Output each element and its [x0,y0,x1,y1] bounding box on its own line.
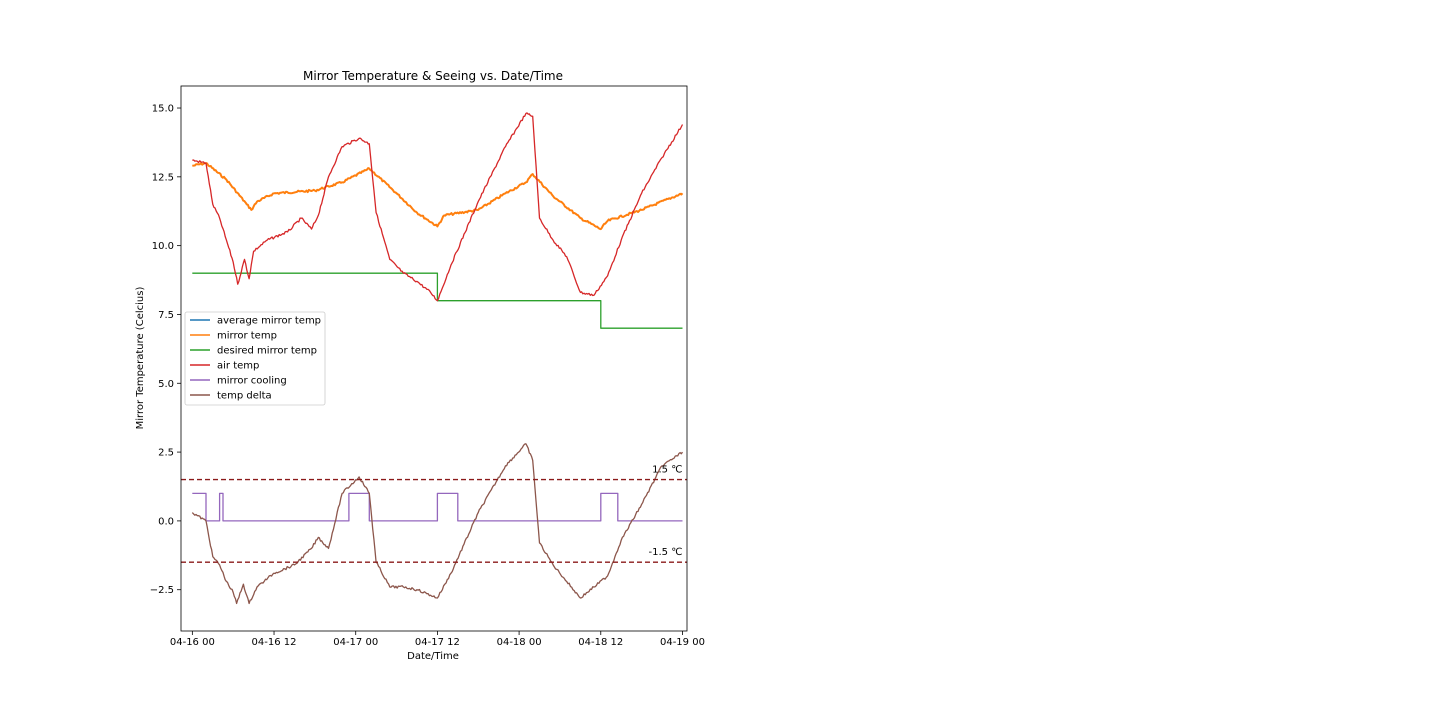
y-tick-label-5: 10.0 [152,241,174,252]
series-line-desired-mirror-temp [192,272,683,329]
y-tick-label-1: 0.0 [158,516,174,527]
y-tick-label-4: 7.5 [158,310,174,321]
y-tick-label-2: 2.5 [158,448,174,459]
x-axis-label: Date/Time [407,651,459,662]
legend: average mirror temp mirror temp desired mi… [184,311,326,406]
y-tick-label-3: 5.0 [158,379,174,390]
legend-label-0: average mirror temp [217,316,321,327]
y-tick-label-0: −2.5 [150,585,174,596]
legend-label-4: mirror cooling [217,376,287,387]
x-tick-label-3: 04-17 12 [415,637,460,648]
x-tick-label-2: 04-17 00 [333,637,378,648]
legend-label-5: temp delta [217,391,272,402]
series-line-mirror-cooling [192,492,683,522]
series-line-air-temp [192,112,684,302]
reference-line-label-0: 1.5 ℃ [652,465,682,476]
plot-frame [180,85,688,632]
legend-box [184,311,326,406]
y-tick-label-7: 15.0 [152,104,174,115]
series-line-temp-delta [191,443,684,605]
y-axis-label: Mirror Temperature (Celcius) [135,287,146,430]
chart-title: Mirror Temperature & Seeing vs. Date/Tim… [303,69,563,83]
x-tick-label-6: 04-19 00 [660,637,705,648]
x-tick-label-4: 04-18 00 [497,637,542,648]
x-tick-label-5: 04-18 12 [578,637,623,648]
plot-area: 1.5 ℃ -1.5 ℃ 04-16 00 04-16 12 04-17 00 04-17… [150,85,705,648]
reference-line-label-1: -1.5 ℃ [649,547,683,558]
legend-label-3: air temp [217,361,259,372]
series-line-mirror-temp [192,162,684,231]
legend-label-2: desired mirror temp [217,346,317,357]
y-tick-label-6: 12.5 [152,172,174,183]
x-tick-label-1: 04-16 12 [252,637,297,648]
legend-label-1: mirror temp [217,331,277,342]
x-tick-label-0: 04-16 00 [170,637,215,648]
